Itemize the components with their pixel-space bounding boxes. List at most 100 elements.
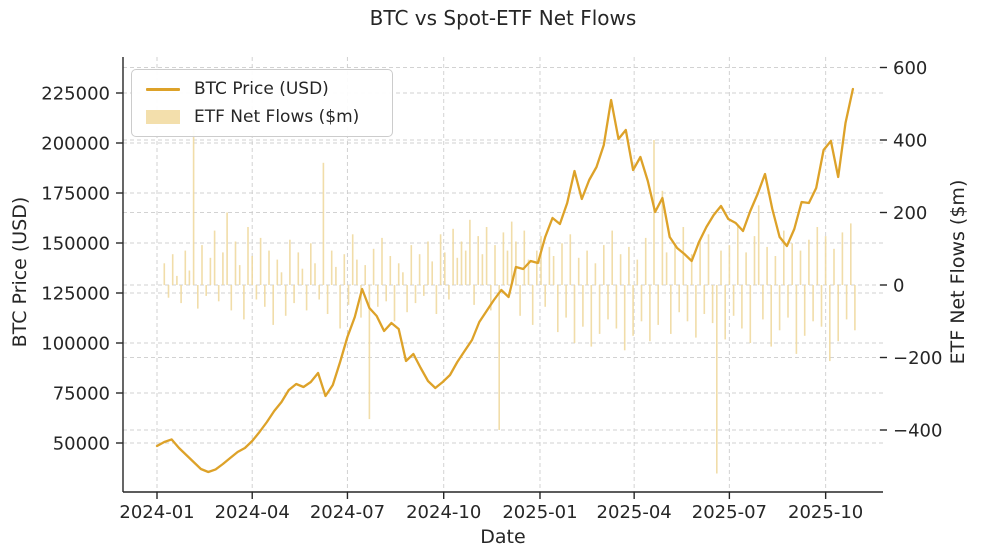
etf-flow-bar — [665, 252, 668, 285]
etf-flow-bar — [364, 265, 366, 285]
etf-flow-bar — [770, 285, 772, 347]
x-tick-label: 2024-04 — [215, 502, 290, 523]
y-tick-label-right: 200 — [893, 203, 927, 224]
y-tick-label-left: 175000 — [41, 184, 110, 205]
etf-flow-bar — [490, 285, 492, 311]
etf-flow-bar — [707, 234, 710, 286]
etf-flow-bar — [410, 245, 413, 285]
etf-flow-bar — [753, 236, 756, 285]
etf-flow-bar — [264, 285, 266, 307]
etf-flow-bar — [607, 285, 609, 320]
etf-flow-bar — [799, 250, 802, 285]
etf-flow-bar — [368, 285, 371, 420]
etf-flow-bar — [397, 263, 400, 286]
y-axis-label-left: BTC Price (USD) — [9, 196, 31, 348]
y-tick-label-left: 200000 — [41, 134, 110, 155]
etf-flow-bar — [293, 285, 295, 304]
y-tick-label-left: 150000 — [41, 234, 110, 255]
etf-flow-bar — [255, 285, 258, 300]
etf-flow-bar — [586, 250, 588, 285]
etf-flow-bar — [577, 257, 580, 285]
etf-flow-bar — [435, 285, 438, 314]
etf-flow-bar — [339, 285, 341, 329]
x-tick-label: 2025-01 — [502, 502, 577, 523]
etf-flow-bar — [481, 254, 484, 285]
etf-flow-bar — [276, 259, 279, 285]
y-tick-label-right: −400 — [893, 421, 942, 442]
etf-flow-bar — [552, 256, 555, 285]
etf-flow-bar — [297, 252, 300, 285]
etf-flow-bar — [569, 234, 572, 286]
etf-flow-bar — [171, 254, 174, 285]
etf-flow-bar — [284, 285, 287, 316]
etf-flow-bar — [310, 243, 312, 285]
etf-flow-bar — [423, 285, 425, 296]
etf-flow-bar — [741, 285, 743, 329]
etf-flow-bar — [280, 272, 283, 285]
etf-flow-bar — [640, 285, 643, 322]
etf-flow-bar — [389, 256, 392, 285]
etf-flow-bar — [536, 250, 538, 285]
y-tick-label-left: 125000 — [41, 284, 110, 305]
btc-line-swatch-icon — [146, 87, 180, 91]
legend-item-label: BTC Price (USD) — [194, 79, 329, 99]
etf-flow-bar — [498, 285, 500, 430]
etf-flow-bar — [205, 285, 207, 296]
etf-flow-bar — [573, 285, 576, 343]
etf-flow-bar — [590, 285, 593, 347]
etf-flow-bar — [674, 243, 676, 285]
y-tick-label-right: 0 — [893, 276, 904, 297]
etf-flow-bar — [464, 250, 467, 285]
etf-flow-bar — [209, 257, 212, 285]
etf-flow-bar — [724, 285, 726, 340]
legend-item-etf: ETF Net Flows ($m) — [146, 107, 378, 127]
etf-flow-bar — [469, 219, 471, 286]
y-tick-label-left: 75000 — [53, 384, 110, 405]
etf-flow-bar — [251, 256, 253, 285]
etf-flow-bar — [531, 285, 534, 325]
etf-flow-bar — [456, 257, 459, 285]
etf-flow-bar — [477, 236, 479, 285]
etf-flow-bar — [854, 285, 856, 331]
etf-flow-bar — [636, 259, 639, 285]
etf-flow-bar — [582, 285, 584, 327]
etf-flow-bar — [385, 285, 387, 302]
x-tick-label: 2024-07 — [310, 502, 385, 523]
etf-flow-bar — [402, 272, 404, 285]
etf-flow-bar — [163, 263, 166, 286]
etf-flow-bar — [716, 285, 718, 474]
etf-flow-bar — [682, 227, 685, 285]
etf-flow-bar — [548, 246, 551, 285]
etf-flow-bar — [757, 205, 760, 286]
etf-flow-bar — [603, 245, 605, 285]
x-tick-label: 2025-10 — [788, 502, 863, 523]
etf-flow-bar — [598, 285, 601, 334]
etf-flow-bar — [670, 285, 672, 334]
etf-flow-bar — [314, 263, 316, 286]
etf-flow-bar — [557, 285, 559, 333]
etf-flow-bar — [452, 228, 454, 285]
etf-flow-bar — [711, 285, 714, 324]
x-tick-label: 2024-10 — [406, 502, 481, 523]
etf-flow-bar — [611, 230, 613, 285]
etf-flow-bar — [695, 285, 697, 338]
etf-flow-bar — [783, 230, 785, 285]
etf-flow-bar — [335, 266, 337, 285]
etf-flow-bar — [494, 245, 496, 285]
etf-flow-bar — [812, 285, 814, 322]
etf-flow-bar — [301, 268, 304, 285]
etf-flow-bar — [829, 285, 831, 362]
etf-flow-bar — [523, 230, 526, 285]
etf-flow-bar — [540, 236, 542, 285]
etf-flow-bar — [690, 254, 693, 285]
etf-flow-bar — [703, 285, 706, 314]
etf-flow-bar — [167, 285, 170, 298]
etf-flow-bar — [544, 285, 546, 307]
etf-flow-bar — [381, 237, 383, 285]
etf-flow-bar — [841, 232, 844, 285]
etf-flow-bar — [243, 285, 245, 320]
etf-flow-bar — [808, 239, 810, 285]
etf-flow-bar — [699, 241, 701, 285]
etf-flow-bar — [820, 285, 823, 327]
etf-flow-bar — [473, 285, 475, 305]
